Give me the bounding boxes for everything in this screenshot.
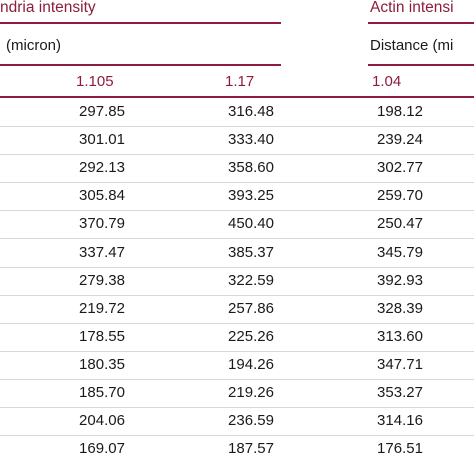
row-separator xyxy=(0,435,474,437)
table-cell: 219.72 xyxy=(79,299,125,317)
table-cell: 225.26 xyxy=(228,327,274,345)
table-cell: 236.59 xyxy=(228,412,274,430)
table-cell: 328.39 xyxy=(377,299,423,317)
table-cell: 316.48 xyxy=(228,103,274,120)
row-separator xyxy=(0,154,474,156)
table-cell: 250.47 xyxy=(377,215,423,233)
table-cell: 333.40 xyxy=(228,131,274,149)
table-cell: 198.12 xyxy=(377,103,423,120)
table-cell: 347.71 xyxy=(377,355,423,373)
row-separator xyxy=(0,266,474,268)
table-cell: 370.79 xyxy=(79,215,125,233)
subheader-rule-left xyxy=(0,64,281,66)
table-cell: 259.70 xyxy=(377,187,423,205)
row-separator xyxy=(0,238,474,240)
subheader-rule-right xyxy=(368,64,474,66)
table-cell: 313.60 xyxy=(377,327,423,345)
table-cell: 187.57 xyxy=(228,440,274,458)
table-cell: 301.01 xyxy=(79,131,125,149)
table-cell: 169.07 xyxy=(79,440,125,458)
table-cell: 337.47 xyxy=(79,243,125,261)
column-header: 1.04 xyxy=(372,73,402,90)
table-cell: 279.38 xyxy=(79,271,125,289)
table-cell: 314.16 xyxy=(377,412,423,430)
table-cell: 239.24 xyxy=(377,131,423,149)
table-cell: 358.60 xyxy=(228,159,274,177)
subheader-distance-right: Distance (mi xyxy=(370,37,454,54)
table-cell: 302.77 xyxy=(377,159,423,177)
group-header-mitochondria: ndria intensity xyxy=(0,0,96,16)
header-rule xyxy=(0,96,474,98)
table-cell: 305.84 xyxy=(79,187,125,205)
group-rule-right xyxy=(368,22,474,24)
table-cell: 176.51 xyxy=(377,440,423,458)
table-cell: 392.93 xyxy=(377,271,423,289)
table-cell: 393.25 xyxy=(228,187,274,205)
row-separator xyxy=(0,182,474,184)
row-separator xyxy=(0,294,474,296)
table-cell: 178.55 xyxy=(79,327,125,345)
table-cell: 257.86 xyxy=(228,299,274,317)
row-separator xyxy=(0,126,474,127)
group-rule-left xyxy=(0,22,281,24)
row-separator xyxy=(0,407,474,408)
table-cell: 322.59 xyxy=(228,271,274,289)
table-cell: 204.06 xyxy=(79,412,125,430)
table-cell: 185.70 xyxy=(79,384,125,401)
table-cell: 345.79 xyxy=(377,243,423,261)
subheader-distance-left: (micron) xyxy=(6,37,61,54)
table-cell: 297.85 xyxy=(79,103,125,120)
table-cell: 385.37 xyxy=(228,243,274,261)
column-header: 1.105 xyxy=(76,73,114,90)
row-separator xyxy=(0,322,474,324)
row-separator xyxy=(0,210,474,212)
column-header: 1.17 xyxy=(225,73,255,90)
table-cell: 219.26 xyxy=(228,384,274,401)
table-cell: 450.40 xyxy=(228,215,274,233)
table-cell: 353.27 xyxy=(377,384,423,401)
group-header-actin: Actin intensi xyxy=(370,0,454,16)
table-cell: 292.13 xyxy=(79,159,125,177)
table-cell: 194.26 xyxy=(228,355,274,373)
row-separator xyxy=(0,378,474,380)
table-cell: 180.35 xyxy=(79,355,125,373)
row-separator xyxy=(0,350,474,352)
